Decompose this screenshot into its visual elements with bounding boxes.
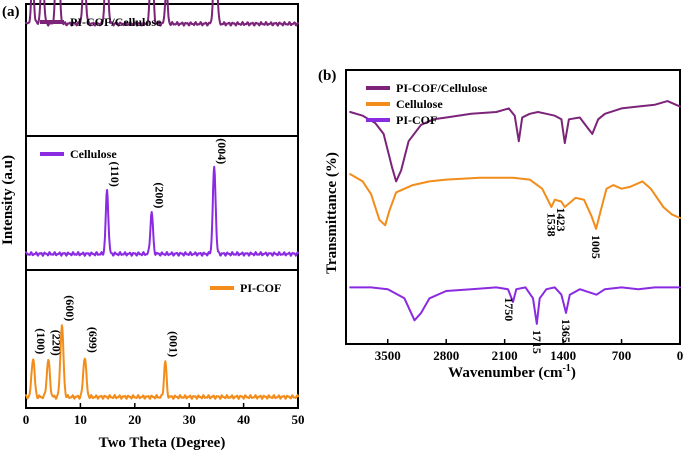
legend-label: PI-COF: [240, 281, 281, 295]
x-tick-label: 20: [128, 412, 141, 427]
panel-b-x-ticks: 3500 2800 2100 1400 700 0: [375, 339, 684, 363]
peak-label: (699): [86, 327, 100, 353]
peak-label: (110): [108, 162, 122, 187]
panel-b-xlabel-close: ): [571, 365, 576, 381]
legend-label: PI-COF/Cellulose: [396, 81, 488, 95]
panel-a-label: (a): [2, 4, 20, 20]
xrd-trace-pi-cof-cellulose: [25, 0, 299, 27]
legend-label: PI-COF: [396, 113, 437, 127]
panel-a-xrd: (a) Intensity (a.u) Two Theta (Degree) (…: [0, 0, 305, 451]
subplot-frame-bottom: [25, 269, 299, 409]
legend-label: PI-COF/Cellulose: [70, 15, 162, 29]
peak-label: 1538: [545, 213, 559, 237]
panel-a-ylabel: Intensity (a.u): [0, 155, 16, 245]
panel-a-xlabel: Two Theta (Degree): [99, 435, 226, 451]
peak-label: (100): [34, 328, 48, 354]
legend-label: Cellulose: [70, 147, 117, 161]
peak-label: 1750: [502, 297, 516, 321]
panel-a-annotations: (110) (200) (004) (100) (220)(600) (699) (001): [34, 138, 229, 357]
x-tick-label: 700: [612, 348, 632, 363]
ftir-trace-cellulose: [349, 173, 681, 230]
x-tick-label: 0: [23, 412, 30, 427]
x-tick-label: 3500: [375, 348, 401, 363]
panel-b-label: (b): [318, 68, 336, 84]
x-tick-label: 30: [183, 412, 196, 427]
panel-a-x-ticks: 0 10 20 30 40 50: [23, 403, 305, 427]
panel-b-ylabel: Transmittance (%): [324, 152, 340, 274]
legend-label: Cellulose: [396, 97, 443, 111]
panel-b-xlabel: Wavenumber (cm-1): [448, 363, 576, 381]
peak-label: 1715: [530, 330, 544, 354]
panel-a-legends: PI-COF/Cellulose Cellulose PI-COF: [40, 15, 281, 295]
panel-b-ftir: (b) Transmittance (%) Wavenumber (cm-1) …: [318, 68, 683, 381]
plot-frame: [345, 69, 681, 345]
peak-label: 1005: [589, 235, 603, 259]
peak-label: 1365: [559, 319, 573, 343]
x-tick-label: 2800: [433, 348, 459, 363]
panel-b-xlabel-exp: -1: [562, 363, 570, 374]
x-tick-label: 50: [292, 412, 305, 427]
x-tick-label: 40: [237, 412, 250, 427]
x-tick-label: 10: [74, 412, 87, 427]
xrd-trace-cellulose: [25, 165, 299, 257]
x-tick-label: 2100: [492, 348, 518, 363]
ftir-trace-pi-cof: [349, 286, 681, 325]
x-tick-label: 1400: [550, 348, 576, 363]
xrd-trace-pi-cof: [25, 324, 299, 400]
peak-label: (220): [49, 330, 63, 356]
peak-label: (600): [63, 295, 77, 321]
peak-label: 1423: [554, 208, 568, 232]
ftir-trace-pi-cof-cellulose: [349, 100, 681, 183]
peak-label: (004): [215, 138, 229, 164]
panel-b-xlabel-main: Wavenumber (cm: [448, 365, 563, 381]
panel-b-traces: [349, 100, 681, 325]
panel-a-traces: [25, 0, 299, 400]
panel-b-legend: PI-COF/Cellulose Cellulose PI-COF: [366, 81, 488, 127]
x-tick-label: 0: [677, 348, 684, 363]
peak-label: (001): [166, 331, 180, 357]
peak-label: (200): [153, 182, 167, 208]
